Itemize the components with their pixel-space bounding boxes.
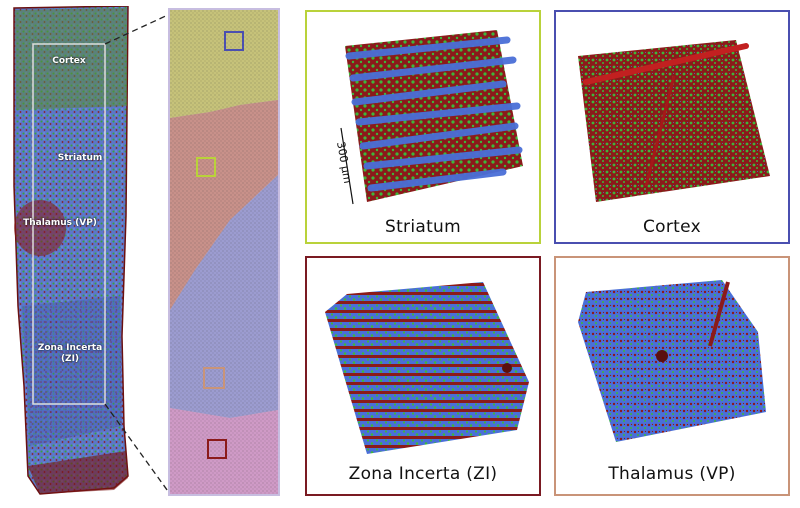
panel-zi: Zona Incerta (ZI): [305, 256, 541, 496]
panel-label-cortex: Cortex: [643, 217, 701, 237]
tissue-column: Cortex Striatum Thalamus (VP) Zona Incer…: [10, 6, 135, 506]
zi-render: [325, 282, 529, 454]
strip-render: [170, 10, 278, 494]
panel-striatum: 300 μm Striatum: [305, 10, 541, 244]
panel-cortex: Cortex: [554, 10, 790, 244]
panel-label-striatum: Striatum: [385, 217, 461, 237]
panel-label-thalamus: Thalamus (VP): [608, 464, 736, 484]
region-label-zi: Zona Incerta (ZI): [37, 343, 103, 364]
thalamus-render: [578, 280, 766, 442]
striatum-render: [345, 30, 523, 202]
region-label-cortex: Cortex: [52, 56, 86, 66]
tissue-render: [13, 6, 129, 495]
region-label-thalamus: Thalamus (VP): [23, 218, 97, 228]
cortex-render: [578, 40, 770, 202]
segmentation-strip: [168, 8, 280, 496]
panel-label-zi: Zona Incerta (ZI): [348, 464, 498, 484]
connector-lines: [104, 13, 171, 495]
scale-bar-line: [340, 127, 354, 205]
panel-thalamus: Thalamus (VP): [554, 256, 790, 496]
region-label-striatum: Striatum: [57, 153, 103, 163]
scale-bar: 300 μm: [334, 124, 377, 208]
